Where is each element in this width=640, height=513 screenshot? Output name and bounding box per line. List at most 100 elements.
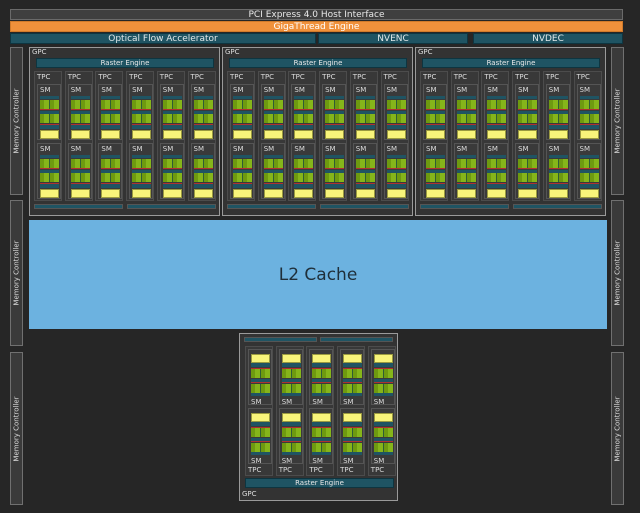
sm-unit: [373, 422, 393, 426]
cuda-cores: [548, 114, 568, 123]
cuda-cores: [101, 158, 121, 168]
cuda-cores: [263, 158, 283, 168]
sm-unit: [373, 378, 393, 382]
l1-cache: [343, 354, 363, 363]
sm: SM: [230, 84, 254, 140]
cuda-cores: [312, 369, 332, 378]
cuda-cores: [132, 99, 152, 109]
sm-unit: [373, 452, 393, 455]
sm-unit: [263, 184, 283, 188]
cuda-cores: [426, 114, 445, 123]
l1-cache: [132, 188, 152, 198]
sm-unit: [263, 169, 283, 173]
sm-unit: [373, 367, 393, 369]
sm: SM: [453, 143, 478, 199]
sm-unit: [251, 426, 270, 428]
sm-unit: [579, 125, 599, 129]
sm-unit: [294, 169, 314, 173]
sm-unit: [263, 155, 283, 158]
sm-label: SM: [456, 86, 468, 94]
tpc: TPC SM SM: [64, 71, 93, 201]
tpc: TPC SM SM: [257, 71, 286, 201]
sm-unit: [101, 168, 121, 169]
cuda-cores: [312, 442, 332, 452]
l1-cache: [386, 188, 406, 198]
tpc-label: TPC: [190, 73, 204, 81]
cuda-cores: [294, 173, 314, 182]
cuda-cores: [193, 99, 213, 109]
sm-unit: [132, 125, 152, 129]
l2-cache: L2 Cache: [29, 220, 607, 329]
cuda-cores: [579, 99, 599, 109]
tpc-label: TPC: [340, 466, 354, 474]
sm-unit: [233, 125, 252, 129]
tpc: SM SM TPC: [367, 346, 396, 476]
sm-unit: [312, 422, 332, 426]
tpc-label: TPC: [67, 73, 82, 81]
sm-unit: [233, 109, 252, 110]
sm: SM: [545, 143, 570, 199]
sm-unit: [193, 125, 213, 129]
sm-unit: [162, 96, 182, 99]
sm-unit: [101, 96, 121, 99]
sm-unit: [426, 110, 445, 114]
cuda-cores: [294, 114, 314, 123]
sm-label: SM: [132, 145, 143, 153]
sm-unit: [386, 123, 406, 125]
sm-unit: [518, 168, 538, 169]
memory-controller-label: Memory Controller: [12, 395, 21, 462]
cuda-cores: [325, 114, 345, 123]
l1-cache: [281, 354, 301, 363]
sm-unit: [343, 367, 363, 369]
sm: SM: [515, 143, 540, 199]
sm-unit: [233, 96, 252, 99]
tpc-label: TPC: [291, 73, 305, 81]
cuda-cores: [426, 158, 445, 168]
cuda-cores: [426, 99, 445, 109]
sm-unit: [70, 125, 90, 129]
sm-unit: [132, 123, 152, 125]
cuda-cores: [487, 158, 507, 168]
cuda-cores: [548, 158, 568, 168]
cuda-cores: [281, 442, 301, 452]
cuda-cores: [518, 99, 538, 109]
sm-unit: [162, 109, 182, 110]
cuda-cores: [487, 114, 507, 123]
sm-unit: [70, 184, 90, 188]
sm-unit: [233, 155, 252, 158]
sm-label: SM: [343, 456, 354, 465]
gigathread-engine: GigaThread Engine: [10, 21, 623, 32]
tpc-label: TPC: [278, 466, 293, 474]
sm-unit: [386, 155, 406, 158]
sm-unit: [456, 168, 476, 169]
polymorph-engine-bar: [320, 337, 393, 342]
sm-unit: [162, 182, 182, 184]
sm-unit: [325, 96, 345, 99]
sm-unit: [518, 109, 538, 110]
sm-unit: [233, 110, 252, 114]
sm-unit: [325, 182, 345, 184]
sm-unit: [373, 441, 393, 442]
sm-unit: [487, 155, 507, 158]
sm: SM: [291, 143, 316, 199]
sm-unit: [281, 363, 301, 367]
sm-unit: [251, 437, 270, 441]
sm-unit: [325, 125, 345, 129]
cuda-cores: [518, 114, 538, 123]
sm-label: SM: [579, 145, 590, 153]
tpc: SM SM TPC: [245, 346, 273, 476]
sm-unit: [70, 169, 90, 173]
sm-label: SM: [233, 145, 244, 153]
cuda-cores: [518, 158, 538, 168]
l1-cache: [233, 188, 252, 198]
sm: SM: [278, 408, 303, 465]
sm-unit: [343, 378, 363, 382]
sm-unit: [355, 110, 375, 114]
sm-label: SM: [193, 86, 204, 94]
cuda-cores: [263, 173, 283, 182]
raster-engine: Raster Engine: [245, 478, 394, 488]
tpc-label: TPC: [98, 73, 112, 81]
sm-unit: [325, 123, 345, 125]
cuda-cores: [548, 99, 568, 109]
sm-unit: [70, 168, 90, 169]
